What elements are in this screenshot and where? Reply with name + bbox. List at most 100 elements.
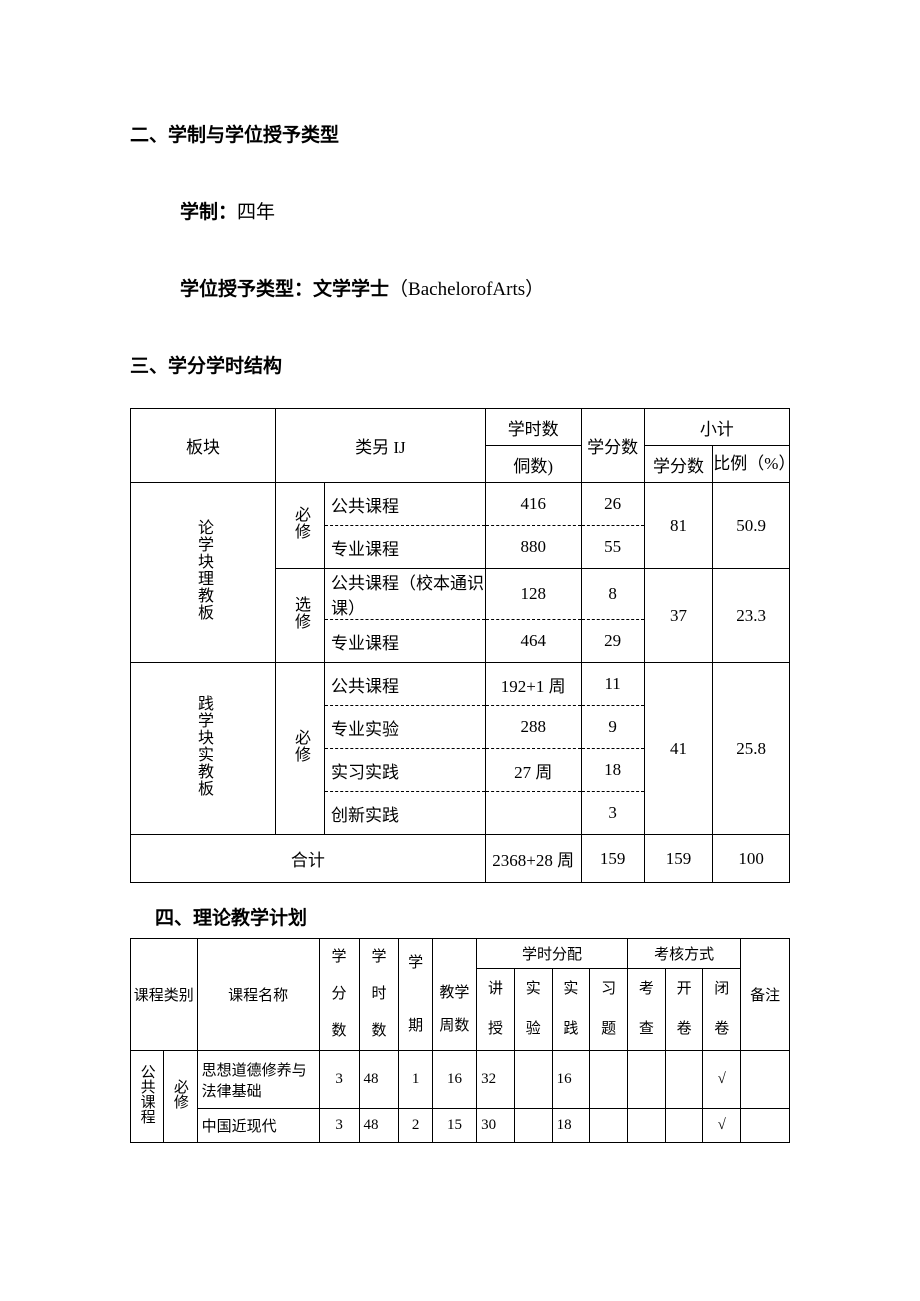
- row-hours: 288: [485, 706, 581, 749]
- row-credits: 11: [581, 663, 644, 706]
- row2-closed: √: [703, 1051, 741, 1109]
- block-practice: 践学块实教板: [131, 663, 276, 835]
- degree-paren: （BachelorofArts）: [389, 279, 544, 300]
- row2-lab: [514, 1109, 552, 1143]
- row-credits: 3: [581, 792, 644, 835]
- table2-row: 公共课程 必修 思想道德修养与法律基础 3 48 1 16 32 16 √: [131, 1051, 790, 1109]
- duration-label: 学制：: [180, 202, 237, 223]
- sub-pct-3: 25.8: [713, 663, 790, 835]
- sub-credits-2: 37: [644, 569, 713, 663]
- teaching-plan-table: 课程类别 课程名称 学分数 学时数 学期 教学周数 学时分配 考核方式 备注 讲…: [130, 938, 790, 1143]
- hdr2-term: 学期: [399, 939, 432, 1051]
- row-hours: 192+1 周: [485, 663, 581, 706]
- block-theory: 论学块理教板: [131, 483, 276, 663]
- table2-header-row: 课程类别 课程名称 学分数 学时数 学期 教学周数 学时分配 考核方式 备注: [131, 939, 790, 969]
- row2-weeks: 16: [432, 1051, 476, 1109]
- degree-line: 学位授予类型：文学学士（BachelorofArts）: [180, 274, 790, 301]
- total-hours: 2368+28 周: [485, 835, 581, 883]
- row-name: 创新实践: [325, 792, 486, 835]
- row2-kcha: [628, 1109, 666, 1143]
- sub-credits-3: 41: [644, 663, 713, 835]
- row2-hours: 48: [359, 1109, 399, 1143]
- hdr-block: 板块: [131, 409, 276, 483]
- table-total-row: 合计 2368+28 周 159 159 100: [131, 835, 790, 883]
- cat-public: 公共课程: [131, 1051, 164, 1143]
- total-credits: 159: [581, 835, 644, 883]
- row2-credits: 3: [319, 1109, 359, 1143]
- row2-term: 2: [399, 1109, 432, 1143]
- row2-lecture: 32: [477, 1051, 515, 1109]
- row-hours: 128: [485, 569, 581, 620]
- row-name: 实习实践: [325, 749, 486, 792]
- degree-value: 文学学士: [313, 279, 389, 300]
- hdr2-category: 课程类别: [131, 939, 198, 1051]
- total-sub-credits: 159: [644, 835, 713, 883]
- total-pct: 100: [713, 835, 790, 883]
- row-name: 公共课程（校本通识课）: [325, 569, 486, 620]
- req-xuanxiu-text: 选修: [288, 590, 312, 636]
- hdr2-open: 开卷: [665, 968, 703, 1050]
- row2-open: [665, 1109, 703, 1143]
- row-name: 公共课程: [325, 483, 486, 526]
- req-xuanxiu: 选修: [276, 569, 325, 663]
- row2-weeks: 15: [432, 1109, 476, 1143]
- row-credits: 18: [581, 749, 644, 792]
- row2-open: [665, 1051, 703, 1109]
- row2-ex: [590, 1109, 628, 1143]
- degree-label: 学位授予类型：: [180, 279, 313, 300]
- row2-closed: √: [703, 1109, 741, 1143]
- hdr-category: 类另 IJ: [276, 409, 486, 483]
- row-hours: 464: [485, 620, 581, 663]
- req-bixiu-2: 必修: [276, 663, 325, 835]
- credit-structure-table: 板块 类另 IJ 学时数 学分数 小计 侗数) 学分数 比例（%） 论学块理教板…: [130, 408, 790, 883]
- req-bixiu-1: 必修: [276, 483, 325, 569]
- row-credits: 55: [581, 526, 644, 569]
- hdr2-note: 备注: [741, 939, 790, 1051]
- row-hours: 27 周: [485, 749, 581, 792]
- table2-row: 中国近现代 3 48 2 15 30 18 √: [131, 1109, 790, 1143]
- row-name: 专业课程: [325, 620, 486, 663]
- hdr2-name: 课程名称: [197, 939, 319, 1051]
- row-hours: [485, 792, 581, 835]
- row-hours: 416: [485, 483, 581, 526]
- table-header-row: 板块 类另 IJ 学时数 学分数 小计: [131, 409, 790, 446]
- hdr-sub-credits: 学分数: [644, 446, 713, 483]
- hdr2-closed: 闭卷: [703, 968, 741, 1050]
- row2-credits: 3: [319, 1051, 359, 1109]
- hdr2-lab: 实验: [514, 968, 552, 1050]
- hdr-hours-b: 侗数): [485, 446, 581, 483]
- row-name: 公共课程: [325, 663, 486, 706]
- row2-hours: 48: [359, 1051, 399, 1109]
- row2-lecture: 30: [477, 1109, 515, 1143]
- row-credits: 26: [581, 483, 644, 526]
- duration-value: 四年: [237, 202, 275, 223]
- hdr-hours-a: 学时数: [485, 409, 581, 446]
- row2-term: 1: [399, 1051, 432, 1109]
- hdr-sub-pct: 比例（%）: [713, 446, 790, 483]
- row-hours: 880: [485, 526, 581, 569]
- row2-ex: [590, 1051, 628, 1109]
- row-name: 专业实验: [325, 706, 486, 749]
- section-3-heading: 三、学分学时结构: [130, 351, 790, 378]
- table-row: 践学块实教板 必修 公共课程 192+1 周 11 41 25.8: [131, 663, 790, 706]
- row2-name: 中国近现代: [197, 1109, 319, 1143]
- row-name: 专业课程: [325, 526, 486, 569]
- row2-note: [741, 1109, 790, 1143]
- document-page: 二、学制与学位授予类型 学制：四年 学位授予类型：文学学士（Bachelorof…: [0, 0, 920, 1183]
- hdr2-kcha: 考查: [628, 968, 666, 1050]
- hdr2-practice: 实践: [552, 968, 590, 1050]
- hdr2-lecture: 讲授: [477, 968, 515, 1050]
- block-practice-text: 践学块实教板: [191, 689, 215, 803]
- row2-practice: 16: [552, 1051, 590, 1109]
- cat-public-text: 公共课程: [137, 1060, 158, 1128]
- hdr-credits: 学分数: [581, 409, 644, 483]
- total-label: 合计: [131, 835, 486, 883]
- row-credits: 8: [581, 569, 644, 620]
- hdr-subtotal: 小计: [644, 409, 789, 446]
- hdr2-credits: 学分数: [319, 939, 359, 1051]
- row2-kcha: [628, 1051, 666, 1109]
- row-credits: 29: [581, 620, 644, 663]
- section-2-heading: 二、学制与学位授予类型: [130, 120, 790, 147]
- req-bixiu-3-text: 必修: [170, 1075, 191, 1113]
- row-credits: 9: [581, 706, 644, 749]
